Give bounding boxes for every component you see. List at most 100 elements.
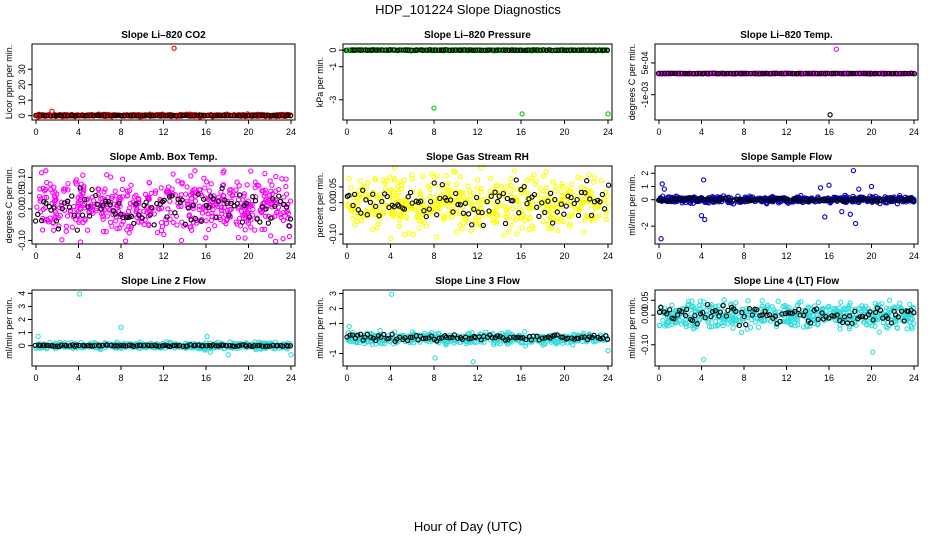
data-point	[285, 112, 291, 118]
data-point	[473, 215, 479, 221]
data-point	[534, 204, 540, 210]
data-point	[504, 195, 511, 202]
data-point	[353, 206, 359, 212]
data-point	[476, 47, 482, 53]
data-point	[375, 221, 381, 227]
y-tick-label: 30	[17, 64, 27, 74]
data-point	[675, 70, 681, 77]
y-tick-label: 3	[17, 304, 27, 309]
data-point	[759, 70, 765, 77]
data-point	[911, 71, 918, 77]
data-point	[38, 112, 44, 119]
data-point	[262, 170, 268, 177]
data-point	[135, 196, 142, 203]
data-point	[568, 194, 574, 201]
data-point	[452, 47, 459, 53]
data-point	[563, 203, 569, 209]
data-point	[537, 47, 544, 53]
data-point	[599, 191, 606, 198]
data-point	[248, 168, 254, 174]
data-point	[363, 184, 370, 190]
data-point	[880, 196, 886, 202]
data-point	[108, 112, 114, 119]
data-point	[403, 202, 410, 208]
series-hourly	[343, 47, 611, 54]
data-point	[690, 70, 697, 77]
data-point	[147, 212, 153, 218]
data-point	[67, 207, 74, 214]
data-point	[125, 208, 132, 215]
data-point	[524, 203, 530, 209]
data-point	[421, 198, 427, 204]
data-point	[531, 191, 538, 198]
data-point	[897, 70, 903, 77]
outlier-point	[432, 355, 438, 361]
data-point	[505, 183, 511, 189]
data-point	[514, 47, 520, 54]
data-point	[56, 223, 62, 229]
data-point	[494, 198, 501, 205]
x-tick-label: 24	[909, 127, 919, 137]
series-hourly	[655, 70, 918, 77]
data-point	[381, 210, 387, 217]
data-point	[555, 47, 561, 53]
data-point	[216, 214, 223, 221]
data-point	[277, 198, 284, 205]
data-point	[493, 47, 500, 53]
data-point	[467, 47, 473, 53]
data-point	[372, 203, 379, 210]
data-point	[854, 196, 860, 203]
data-point	[537, 185, 544, 192]
data-point	[148, 343, 155, 349]
data-point	[488, 193, 494, 199]
data-point	[80, 190, 86, 196]
data-point	[74, 227, 80, 233]
data-point	[482, 47, 488, 54]
data-point	[346, 175, 352, 182]
data-point	[828, 197, 834, 203]
outlier-point	[35, 114, 41, 120]
data-point	[126, 187, 133, 194]
data-point	[552, 188, 558, 194]
data-point	[208, 181, 214, 187]
data-point	[262, 226, 268, 233]
data-point	[364, 180, 371, 186]
data-point	[757, 71, 763, 77]
data-point	[184, 184, 190, 190]
x-tick-label: 4	[76, 373, 81, 383]
data-point	[441, 214, 448, 221]
data-point	[426, 206, 432, 212]
data-point	[276, 112, 282, 119]
x-tick-label: 24	[603, 373, 613, 383]
data-point	[458, 47, 464, 53]
data-point	[259, 112, 266, 119]
y-tick-label: 2	[17, 317, 27, 322]
data-point	[547, 209, 553, 215]
data-point	[534, 47, 540, 53]
data-point	[513, 177, 519, 183]
x-tick-label: 8	[741, 251, 746, 261]
outlier-point	[118, 324, 124, 330]
data-point	[404, 214, 410, 221]
data-point	[47, 181, 53, 187]
data-point	[228, 186, 234, 193]
data-point	[391, 177, 398, 183]
data-point	[158, 185, 164, 191]
data-point	[188, 195, 195, 201]
data-point	[283, 209, 289, 216]
data-point	[501, 232, 507, 238]
data-point	[287, 113, 294, 119]
data-point	[184, 343, 190, 349]
data-point	[421, 219, 427, 226]
data-point	[510, 214, 516, 221]
y-tick-label: 0	[17, 343, 27, 348]
data-point	[391, 175, 398, 181]
y-tick-label: 1	[640, 184, 650, 189]
data-point	[220, 182, 226, 189]
data-point	[103, 198, 109, 205]
data-point	[199, 210, 206, 216]
data-point	[103, 229, 109, 235]
data-point	[452, 169, 458, 175]
data-point	[350, 202, 356, 209]
